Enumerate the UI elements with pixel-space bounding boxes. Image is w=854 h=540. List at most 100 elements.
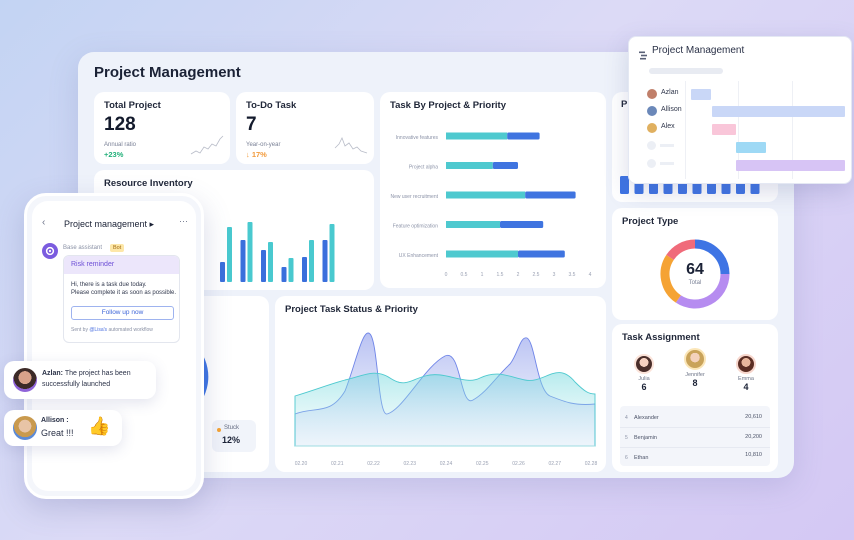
gantt-person-name: Azlan xyxy=(661,89,679,96)
bar-series-1[interactable] xyxy=(446,162,493,169)
project-type-card[interactable]: Project Type 64 Total xyxy=(612,208,778,320)
todo-task-value: 7 xyxy=(246,114,257,135)
category-label: Project alpha xyxy=(409,165,438,171)
bar-series-1[interactable] xyxy=(446,191,526,199)
message-sender: Allison : xyxy=(41,417,69,424)
inventory-bar-series-1[interactable] xyxy=(220,262,225,282)
avatar xyxy=(647,106,657,116)
gantt-row-azlan[interactable]: Azlan xyxy=(647,88,687,100)
donut-slice[interactable] xyxy=(675,273,730,309)
project-type-total-label: Total xyxy=(688,280,702,286)
bar-series-2[interactable] xyxy=(500,221,544,228)
x-tick-label: 3.5 xyxy=(569,272,576,278)
table-row[interactable]: 6 Ethan 10,810 xyxy=(620,450,770,466)
project-progress-title: P xyxy=(621,99,628,110)
reminder-text-2: Please complete it as soon as possible. xyxy=(71,290,177,296)
avatar xyxy=(13,416,37,440)
phone-mockup: ‹ Project management ▸ ··· Base assistan… xyxy=(24,193,204,499)
assignee-jennifer[interactable]: Jennifer 8 xyxy=(676,348,714,388)
gantt-bar-azlan[interactable] xyxy=(691,89,711,100)
x-tick-label: 4 xyxy=(589,272,592,278)
bar-series-2[interactable] xyxy=(525,191,576,199)
todo-task-label: To-Do Task xyxy=(246,100,297,111)
category-label: Innovative features xyxy=(396,135,439,141)
back-chevron-icon[interactable]: ‹ xyxy=(42,217,46,228)
row-index: 6 xyxy=(625,455,628,461)
inventory-bar-series-2[interactable] xyxy=(227,227,232,282)
gantt-row-placeholder xyxy=(647,141,677,151)
inventory-bar-series-1[interactable] xyxy=(240,240,246,282)
gantt-row-allison[interactable]: Allison xyxy=(647,105,687,117)
todo-task-card[interactable]: To-Do Task 7 Year-on-year ↓ 17% xyxy=(236,92,374,164)
resource-inventory-chart xyxy=(220,222,335,282)
gantt-popup[interactable]: Project Management Azlan Allison Alex xyxy=(628,36,852,184)
gantt-row-alex[interactable]: Alex xyxy=(647,122,687,134)
assignee-count: 4 xyxy=(743,382,749,392)
row-name: Benjamin xyxy=(634,435,657,441)
row-name: Alexander xyxy=(634,415,659,421)
inventory-bar-series-2[interactable] xyxy=(288,258,294,282)
bar-series-1[interactable] xyxy=(446,221,500,228)
bar-series-1[interactable] xyxy=(446,250,518,258)
assistant-avatar-icon xyxy=(42,243,58,259)
bot-badge: Bot xyxy=(110,244,125,252)
donut-slice[interactable] xyxy=(660,254,682,303)
gantt-bar-alex[interactable] xyxy=(712,124,736,135)
todo-task-delta: ↓ 17% xyxy=(246,150,267,159)
assignee-emma[interactable]: Emma 4 xyxy=(728,354,764,392)
inventory-bar-series-2[interactable] xyxy=(247,222,253,282)
gantt-bar-allison[interactable] xyxy=(712,106,845,117)
message-allison[interactable]: Allison : Great !!! 👍 xyxy=(4,410,122,446)
row-value: 20,200 xyxy=(745,434,762,440)
total-project-card[interactable]: Total Project 128 Annual ratio +23% xyxy=(94,92,230,164)
phone-title[interactable]: Project management ▸ xyxy=(64,219,155,229)
progress-bar[interactable] xyxy=(620,176,629,194)
avatar xyxy=(684,348,706,370)
assignee-name: Jennifer xyxy=(685,372,705,378)
status-legend-dot xyxy=(217,428,221,432)
more-options-icon[interactable]: ··· xyxy=(179,216,188,226)
bar-series-2[interactable] xyxy=(518,250,565,258)
thumbs-up-icon: 👍 xyxy=(88,416,111,436)
message-text: The project has been xyxy=(64,370,131,377)
inventory-bar-series-1[interactable] xyxy=(302,257,307,282)
bar-series-2[interactable] xyxy=(492,162,518,169)
x-tick-label: 0 xyxy=(445,272,448,278)
risk-reminder-card[interactable]: Risk reminder Hi, there is a task due to… xyxy=(63,255,180,343)
avatar xyxy=(13,368,37,392)
inventory-bar-series-2[interactable] xyxy=(329,224,335,282)
bar-series-1[interactable] xyxy=(446,132,508,140)
inventory-bar-series-2[interactable] xyxy=(268,242,273,282)
project-type-donut xyxy=(660,239,730,309)
gantt-header-bar xyxy=(649,68,723,74)
donut-slice[interactable] xyxy=(694,239,730,275)
message-azlan[interactable]: Azlan: The project has been successfully… xyxy=(4,361,156,399)
gantt-title: Project Management xyxy=(652,45,745,56)
gantt-bar-task-5[interactable] xyxy=(736,160,845,171)
phone-screen: ‹ Project management ▸ ··· Base assistan… xyxy=(32,201,196,491)
table-row[interactable]: 5 Benjamin 20,200 xyxy=(620,430,770,448)
inventory-bar-series-1[interactable] xyxy=(261,250,266,282)
assignment-table: 4 Alexander 20,610 5 Benjamin 20,200 6 E… xyxy=(620,406,770,466)
total-project-sublabel: Annual ratio xyxy=(104,142,137,148)
status-priority-card[interactable]: Project Task Status & Priority 02.20 02.2… xyxy=(275,296,606,472)
task-by-project-card[interactable]: Task By Project & Priority Innovative fe… xyxy=(380,92,606,288)
table-row[interactable]: 4 Alexander 20,610 xyxy=(620,410,770,428)
assignee-julia[interactable]: Julia 6 xyxy=(626,354,662,392)
x-tick-label: 3 xyxy=(553,272,556,278)
follow-up-button[interactable]: Follow up now xyxy=(71,306,174,320)
inventory-bar-series-1[interactable] xyxy=(281,267,287,282)
bar-series-2[interactable] xyxy=(507,132,540,140)
donut-slice[interactable] xyxy=(666,239,696,261)
row-name: Ethan xyxy=(634,455,649,461)
row-index: 5 xyxy=(625,435,628,441)
avatar xyxy=(647,123,657,133)
inventory-bar-series-1[interactable] xyxy=(322,240,328,282)
footer-sent: Sent by xyxy=(71,327,88,333)
assignee-count: 6 xyxy=(641,382,647,392)
footer-link[interactable]: @Lisa's xyxy=(89,327,108,333)
message-line-1: Azlan: The project has been xyxy=(42,370,131,377)
task-assignment-card[interactable]: Task Assignment Julia 6 Jennifer 8 Emma … xyxy=(612,324,778,472)
inventory-bar-series-2[interactable] xyxy=(309,240,314,282)
gantt-bar-task-4[interactable] xyxy=(736,142,766,153)
